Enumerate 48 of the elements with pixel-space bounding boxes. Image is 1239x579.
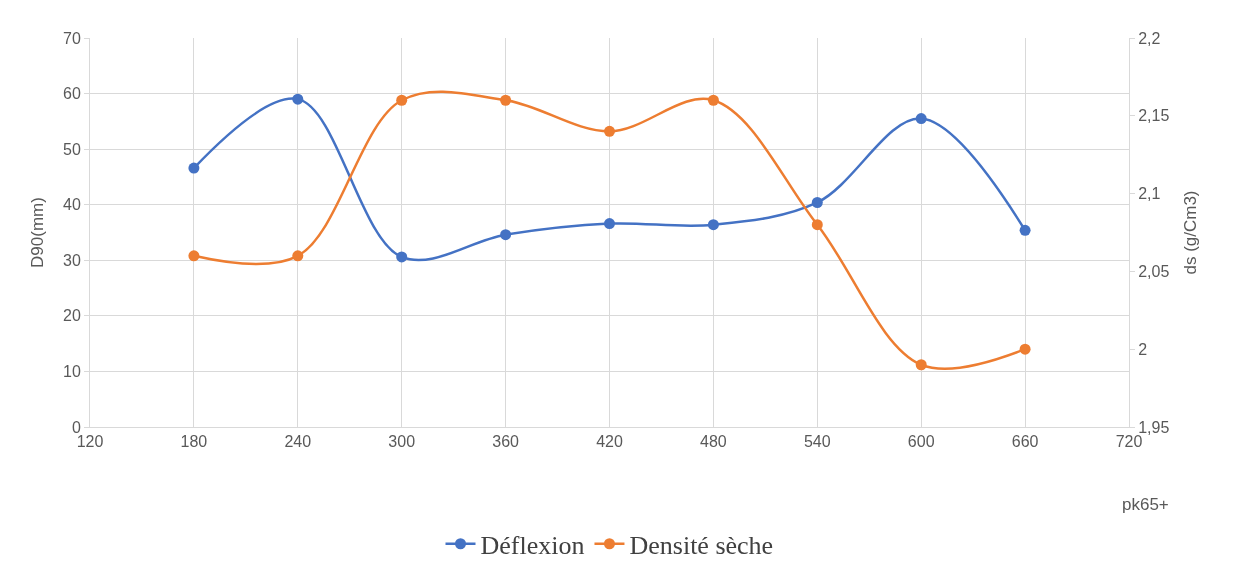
point (1019, 224, 1031, 236)
y-axis-title: D90(mm) (27, 197, 47, 268)
point (1019, 343, 1031, 355)
point (396, 94, 408, 106)
y-tick-label: 0 (71, 418, 81, 436)
x-tick-label: 120 (76, 433, 104, 451)
legend-label: Densité sèche (629, 530, 774, 560)
y2-tick-label: 2,1 (1138, 185, 1161, 203)
x-tick-label: 660 (1011, 433, 1039, 451)
point (500, 229, 512, 241)
point (188, 162, 200, 174)
point (811, 196, 823, 208)
y-tick-label: 20 (63, 307, 81, 325)
y-tick-label: 70 (63, 29, 81, 47)
x-tick-label: 180 (180, 433, 208, 451)
x-tick-label: 720 (1115, 433, 1143, 451)
y2-tick-label: 2 (1138, 340, 1148, 358)
point (396, 251, 408, 263)
point (500, 94, 512, 106)
point (707, 219, 719, 231)
x-axis-title: pk65+ (1122, 495, 1169, 514)
x-tick-label: 480 (700, 433, 727, 451)
point (915, 359, 927, 371)
y-tick-label: 30 (63, 251, 81, 269)
y2-tick-label: 2,2 (1138, 29, 1161, 47)
x-tick-label: 360 (492, 433, 520, 451)
point (292, 93, 304, 105)
y2-tick-label: 2,15 (1138, 107, 1170, 125)
x-tick-label: 300 (388, 433, 416, 451)
y2-tick-label: 2,05 (1138, 263, 1170, 280)
point (604, 218, 615, 230)
y2-tick-label: 1,95 (1138, 418, 1170, 436)
point (707, 94, 719, 106)
point (811, 219, 823, 231)
y-tick-label: 10 (63, 363, 81, 381)
x-tick-label: 600 (907, 433, 935, 451)
legend-label: Déflexion (480, 530, 585, 560)
point (604, 125, 615, 137)
x-tick-label: 540 (803, 433, 831, 451)
y2-axis-title: ds (g/Cm3) (1180, 190, 1200, 275)
point (188, 250, 200, 262)
x-tick-label: 420 (596, 433, 623, 451)
y-tick-label: 50 (63, 140, 81, 158)
y-tick-label: 60 (63, 85, 81, 103)
point (915, 113, 927, 125)
x-tick-label: 240 (284, 433, 312, 451)
point (292, 250, 304, 262)
y-tick-label: 40 (63, 196, 81, 214)
